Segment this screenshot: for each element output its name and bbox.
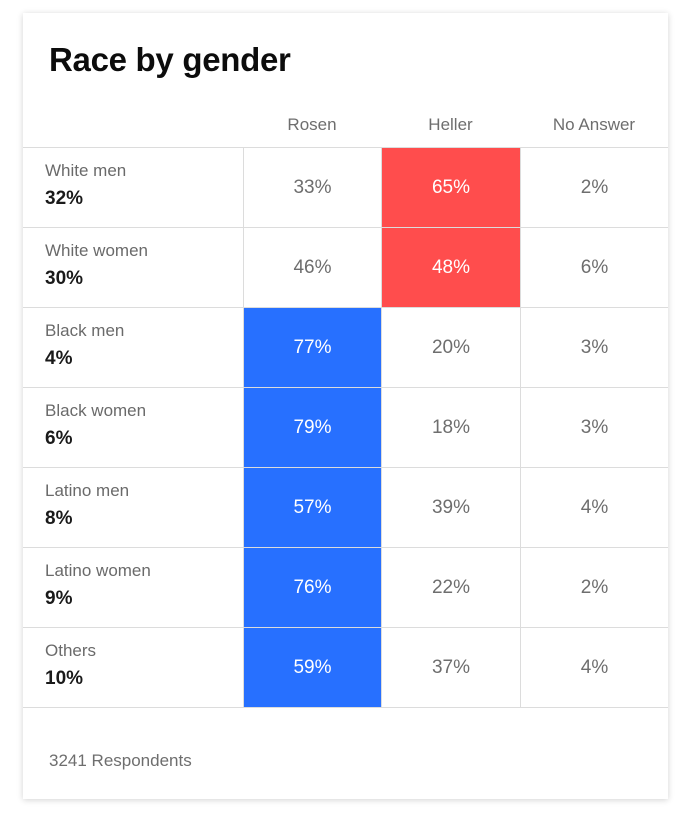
grid-line-vertical bbox=[520, 147, 521, 707]
group-share: 4% bbox=[45, 348, 73, 369]
column-header-no-answer: No Answer bbox=[552, 115, 636, 134]
cell-heller: 20% bbox=[431, 336, 471, 358]
row-label: Others 10% bbox=[45, 640, 240, 691]
row-label: Black men 4% bbox=[45, 320, 240, 371]
cell-heller: 18% bbox=[431, 416, 471, 438]
cell-rosen: 59% bbox=[244, 628, 381, 707]
cell-rosen: 57% bbox=[244, 468, 381, 547]
chart-title: Race by gender bbox=[49, 41, 291, 78]
row-label: Latino women 9% bbox=[45, 560, 240, 611]
column-header-rosen: Rosen bbox=[287, 115, 337, 134]
respondents-count: 3241 Respondents bbox=[49, 751, 192, 770]
cell-no-answer: 4% bbox=[580, 656, 609, 678]
grid-line-horizontal bbox=[23, 627, 668, 628]
cell-rosen: 79% bbox=[244, 388, 381, 467]
grid-line-vertical bbox=[381, 147, 382, 707]
grid-line-horizontal bbox=[23, 227, 668, 228]
cell-heller: 39% bbox=[431, 496, 471, 518]
group-name: Latino women bbox=[45, 561, 151, 580]
grid-line-horizontal bbox=[23, 707, 668, 708]
row-label: White men 32% bbox=[45, 160, 240, 211]
group-name: White men bbox=[45, 161, 127, 180]
row-label: White women 30% bbox=[45, 240, 240, 291]
cell-rosen: 76% bbox=[244, 548, 381, 627]
cell-heller: 48% bbox=[382, 228, 520, 307]
grid-line-horizontal bbox=[23, 467, 668, 468]
group-name: Others bbox=[45, 641, 97, 660]
cell-heller: 22% bbox=[431, 576, 471, 598]
cell-rosen: 77% bbox=[244, 308, 381, 387]
grid-line-vertical bbox=[243, 147, 244, 707]
group-share: 6% bbox=[45, 428, 73, 449]
cell-rosen: 46% bbox=[293, 256, 332, 278]
group-share: 32% bbox=[45, 188, 84, 209]
poll-card: Race by gender Rosen Heller No Answer Wh… bbox=[23, 13, 668, 799]
grid-line-horizontal bbox=[23, 387, 668, 388]
cell-no-answer: 6% bbox=[580, 256, 609, 278]
group-name: Latino men bbox=[45, 481, 130, 500]
cell-rosen: 33% bbox=[293, 176, 332, 198]
group-share: 10% bbox=[45, 668, 84, 689]
row-label: Latino men 8% bbox=[45, 480, 240, 531]
group-share: 30% bbox=[45, 268, 84, 289]
group-share: 9% bbox=[45, 588, 73, 609]
cell-no-answer: 3% bbox=[580, 336, 609, 358]
grid-line-horizontal bbox=[23, 547, 668, 548]
cell-no-answer: 4% bbox=[580, 496, 609, 518]
group-name: White women bbox=[45, 241, 148, 260]
cell-no-answer: 3% bbox=[580, 416, 609, 438]
grid-line-horizontal bbox=[23, 307, 668, 308]
row-label: Black women 6% bbox=[45, 400, 240, 451]
cell-heller: 37% bbox=[431, 656, 471, 678]
group-name: Black women bbox=[45, 401, 147, 420]
group-name: Black men bbox=[45, 321, 125, 340]
group-share: 8% bbox=[45, 508, 73, 529]
cell-heller: 65% bbox=[382, 148, 520, 227]
cell-no-answer: 2% bbox=[580, 576, 609, 598]
grid-line-horizontal bbox=[23, 147, 668, 148]
cell-no-answer: 2% bbox=[580, 176, 609, 198]
column-header-heller: Heller bbox=[428, 115, 473, 134]
